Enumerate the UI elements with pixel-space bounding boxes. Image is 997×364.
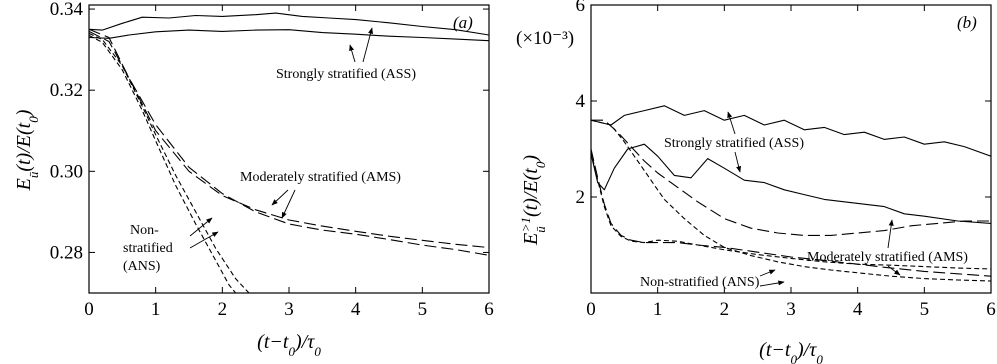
panel-label-b: (b) (957, 13, 977, 32)
arrow-ams-2-a (281, 189, 296, 219)
arrow-ams-2-b (887, 265, 901, 276)
arrow-ans-2-b (759, 280, 785, 287)
x-tick-label: 4 (351, 299, 361, 320)
x-axis-title-a: (t−t0)/τ0 (257, 331, 321, 359)
panel-b: 0 1 2 3 4 5 6 2 4 6 (b) (×10⁻³) Eū>1(t)/E(t0) (t… (516, 0, 996, 364)
arrow-ams-1-a (271, 189, 289, 206)
x-axis-a: 0 1 2 3 4 5 6 (84, 5, 494, 320)
x-tick-label: 2 (720, 299, 730, 320)
y-axis-b: 2 4 6 (576, 0, 991, 208)
y-multiplier-b: (×10⁻³) (516, 28, 574, 49)
series-line-ass (89, 12, 489, 36)
y-tick-label: 0.28 (50, 242, 83, 263)
y-tick-label: 0.30 (50, 161, 83, 182)
x-tick-label: 4 (853, 299, 863, 320)
arrow-ans-2-a (189, 231, 219, 249)
y-tick-label: 0.34 (50, 0, 84, 20)
arrow-ams-1-b (887, 219, 894, 249)
y-axis-title-a: Eū(t)/E(t0) (13, 109, 41, 191)
y-tick-label: 0.32 (50, 80, 83, 101)
x-tick-label: 6 (986, 299, 996, 320)
arrow-ass-2-a (362, 27, 373, 63)
x-tick-label: 3 (786, 299, 796, 320)
arrow-ass-1-b (727, 111, 736, 135)
arrow-ans-1-b (759, 269, 776, 277)
series-line-ass (591, 105, 991, 157)
series-line-ams (89, 28, 489, 249)
series-line-ans (591, 151, 991, 270)
series-group-a (89, 12, 489, 293)
panel-label-a: (a) (453, 13, 473, 32)
arrow-ass-1-a (349, 44, 356, 63)
y-tick-label: 6 (576, 0, 586, 16)
series-line-ass (591, 143, 991, 224)
annotation-ass-b: Strongly stratified (ASS) (664, 136, 804, 151)
series-group-b (591, 105, 991, 282)
x-tick-label: 6 (484, 299, 494, 320)
panel-a: 0 1 2 3 4 5 6 0.28 0.30 0.32 0.34 (a) Eū(t)/E(t0)… (13, 0, 494, 359)
annotation-ans-b: Non-stratified (ANS) (640, 275, 760, 290)
y-axis-a: 0.28 0.30 0.32 0.34 (50, 0, 489, 263)
y-axis-title-b: Eū>1(t)/E(t0) (518, 155, 548, 246)
series-line-ams (591, 119, 991, 236)
x-tick-label: 1 (151, 299, 161, 320)
x-tick-label: 2 (218, 299, 228, 320)
series-line-ass (89, 29, 489, 42)
x-tick-label: 0 (586, 299, 596, 320)
arrow-ass-2-b (734, 151, 742, 173)
series-line-ams (89, 30, 489, 256)
series-line-ans (89, 34, 237, 293)
annotation-ans-line1-a: Non- (130, 223, 159, 238)
y-tick-label: 4 (576, 91, 586, 112)
annotation-ans-line3-a: (ANS) (123, 259, 161, 274)
x-tick-label: 1 (653, 299, 663, 320)
annotation-ans-line2-a: stratified (123, 241, 173, 256)
x-axis-title-b: (t−t0)/τ0 (759, 339, 823, 364)
x-axis-b: 0 1 2 3 4 5 6 (586, 5, 996, 320)
annotation-ams-b: Moderately stratified (AMS) (807, 250, 968, 265)
y-tick-label: 2 (576, 187, 586, 208)
arrow-ans-1-a (189, 217, 213, 237)
series-line-ans (89, 32, 250, 293)
x-tick-label: 3 (284, 299, 294, 320)
annotation-ass-a: Strongly stratified (ASS) (276, 67, 416, 82)
x-tick-label: 5 (920, 299, 930, 320)
x-tick-label: 0 (84, 299, 94, 320)
annotation-ams-a: Moderately stratified (AMS) (240, 170, 401, 185)
x-tick-label: 5 (418, 299, 428, 320)
